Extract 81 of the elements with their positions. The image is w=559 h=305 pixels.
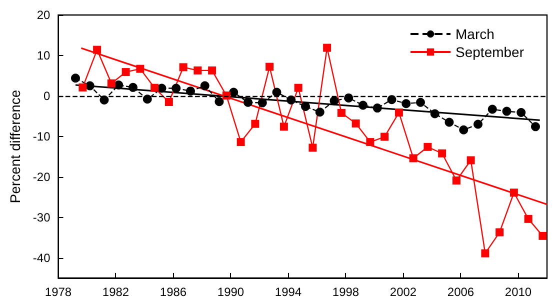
point (128, 82, 138, 92)
legend-label: March (456, 26, 494, 42)
x-tick-label: 1978 (44, 285, 72, 299)
y-tick-label: -40 (32, 250, 51, 265)
point (222, 92, 230, 100)
y-tick-label: -30 (32, 210, 51, 224)
point (466, 156, 475, 164)
point (266, 62, 274, 71)
point (122, 68, 130, 76)
point (172, 84, 181, 93)
point (200, 81, 210, 90)
point (538, 232, 547, 240)
x-tick-label: 1982 (102, 285, 130, 299)
x-tick-label: 1994 (274, 285, 302, 299)
x-tick-label: 1986 (160, 285, 187, 299)
y-tick-label: 10 (36, 48, 51, 62)
legend-label: September (456, 44, 524, 60)
point (510, 188, 518, 197)
point (85, 81, 94, 90)
point (150, 84, 159, 92)
point (142, 94, 152, 104)
point (380, 132, 389, 141)
point (214, 97, 224, 106)
point (524, 214, 532, 223)
point (272, 88, 282, 97)
y-tick-label: 0 (44, 88, 51, 103)
x-tick-label: 2002 (390, 285, 417, 299)
point (164, 98, 173, 106)
point (71, 74, 80, 83)
point (78, 83, 87, 92)
point (344, 93, 354, 102)
y-axis-title: Percent difference (7, 90, 23, 204)
point (358, 100, 368, 110)
y-tick-label: -20 (32, 170, 51, 184)
point (496, 228, 504, 236)
point (352, 119, 360, 128)
point (280, 122, 288, 131)
point (208, 66, 216, 74)
point (136, 64, 144, 73)
x-tick-label: 1990 (217, 285, 244, 299)
point (251, 120, 260, 128)
point (186, 86, 195, 96)
y-tick-label: -10 (32, 129, 51, 144)
point (93, 46, 102, 54)
point (323, 44, 332, 52)
point (402, 99, 411, 108)
point (372, 104, 382, 113)
point (194, 66, 202, 74)
point (286, 95, 296, 104)
point (444, 118, 454, 127)
point (430, 109, 440, 118)
point (474, 120, 482, 129)
point (394, 108, 403, 117)
point (488, 104, 497, 114)
point (258, 98, 267, 108)
point (107, 79, 116, 88)
point (366, 138, 374, 146)
point (452, 176, 460, 184)
point (337, 108, 346, 117)
point (308, 144, 317, 152)
point (531, 122, 540, 132)
point (294, 84, 302, 92)
point (438, 149, 446, 158)
point (481, 249, 490, 258)
y-tick-label: 20 (36, 8, 51, 22)
point (502, 106, 512, 116)
point (387, 95, 396, 104)
point (516, 108, 526, 118)
point (236, 138, 245, 146)
x-tick-label: 2010 (504, 285, 532, 299)
point (424, 142, 432, 151)
x-tick-label: 1998 (332, 285, 360, 299)
point (416, 98, 425, 107)
x-tick-label: 2006 (447, 285, 474, 299)
point (244, 98, 252, 107)
point (315, 108, 324, 117)
point (330, 96, 339, 106)
point (179, 63, 188, 72)
point (409, 154, 418, 162)
point (459, 125, 468, 134)
point (100, 95, 109, 104)
